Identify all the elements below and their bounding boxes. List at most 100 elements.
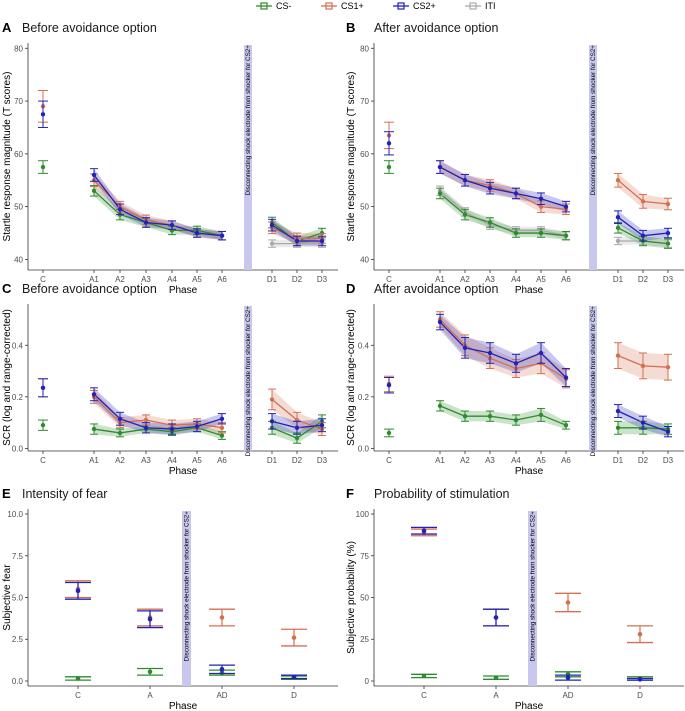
legend-item-cs1plus: CS1+ [321,1,364,11]
point-CS- [294,435,300,441]
point-CS2+ [637,677,643,682]
y-tick-label: 2.5 [12,635,24,644]
series-line-CS2+ [93,393,223,430]
x-tick-label: A6 [217,456,227,465]
x-axis-title: Phase [169,466,198,477]
gap-bar [244,45,252,270]
x-tick-label: D1 [267,456,278,465]
legend-label: CS- [276,1,292,11]
y-tick-label: 50 [360,594,369,603]
point-CS1+ [269,397,275,402]
x-tick-label: D3 [663,456,674,465]
point-CS- [538,230,544,236]
x-tick-label: C [40,275,46,284]
y-tick-label: 40 [14,255,23,264]
point-CS2+ [437,319,443,325]
x-tick-label: D [637,691,643,700]
x-axis-title: Phase [169,285,198,296]
y-tick-label: 0.2 [358,393,370,402]
x-tick-label: C [421,691,427,700]
ribbon-CS2+ [618,210,668,241]
x-tick-label: A4 [167,456,177,465]
panel-f: F Probability of stimulation 0 25 50 75 100 C A A… [346,486,684,711]
x-tick-label: A3 [141,275,151,284]
y-tick-label: 0.0 [358,444,370,453]
ribbon-CS2+ [94,387,222,435]
x-tick-label: D2 [638,275,649,284]
series-line-CS- [439,192,567,237]
panel-c: C Before avoidance option 0.0 0.2 0.4 C A1 A2 A3… [2,281,338,477]
gap-bar [244,306,252,451]
point-CS- [462,413,468,419]
y-tick-label: 70 [14,97,23,106]
point-CS2+ [513,191,519,196]
point-CS1+ [143,417,149,423]
x-tick-label: D2 [292,456,303,465]
point-CS2+ [615,215,621,220]
point-CS2+ [563,204,569,209]
point-CS- [91,426,97,432]
point-CS1+ [219,425,225,430]
point-CS2+ [319,423,325,428]
point-CS2+ [421,528,427,534]
point-CS2+ [117,416,123,421]
point-CS2+ [615,408,621,414]
point-CS2+ [319,238,325,244]
point-CS2+ [294,238,300,244]
x-tick-label: A1 [89,275,99,284]
x-tick-label: D1 [613,275,624,284]
x-axis-title: Phase [169,701,198,711]
point-CS- [665,241,671,246]
point-CS1+ [615,353,621,358]
y-tick-label: 80 [14,44,23,53]
point-CS1+ [637,631,643,637]
y-axis-title: Subjective fear [2,564,13,631]
ribbon-CS- [440,400,566,430]
y-tick-label: 75 [360,552,369,561]
point-CS- [319,230,325,236]
panel-e: E Intensity of fear 0.0 2.5 5.0 7.5 10.0 C A AD D P… [2,486,338,711]
y-tick-label: 5.0 [12,594,24,603]
y-tick-label: 50 [14,203,23,212]
point-CS2+ [91,172,97,178]
legend-symbol [469,2,477,10]
panel-label: F [346,486,354,501]
point-CS- [75,676,81,681]
legend-label: CS2+ [413,1,436,11]
point-CS1+ [538,204,544,209]
point-CS2+ [640,420,646,425]
series-line-CS2+ [93,174,223,237]
x-tick-label: A5 [192,456,202,465]
point-CS1+ [615,178,621,183]
y-axis-title: Subjective probability (%) [346,541,357,654]
gap-bar-label: Disconnecting shock electrode from shock… [245,306,252,457]
point-CS2+ [269,419,275,424]
point-CS- [563,233,569,238]
point-CS- [147,669,153,675]
y-tick-label: 40 [360,255,369,264]
gap-bar-label: Disconnecting shock electrode from shock… [245,45,252,196]
legend-label: ITI [485,1,496,11]
point-CS2+ [147,616,153,622]
series-line-CS2+ [439,166,567,208]
point-CS- [513,230,519,236]
point-CS2+ [640,233,646,238]
point-CS2+ [487,350,493,356]
y-axis-title: Startle response magnitude (T scores) [2,72,13,242]
y-tick-label: 0.2 [12,393,24,402]
legend-item-csminus: CS- [256,1,292,11]
ribbon-CS1+ [440,311,566,388]
x-tick-label: C [75,691,81,700]
gap-bar-label: Disconnecting shock electrode from shock… [590,306,597,457]
x-tick-label: A6 [561,456,571,465]
point-CS2+ [91,392,97,397]
point-CS1+ [640,199,646,204]
x-tick-label: D1 [267,275,278,284]
gap-bar [528,511,537,686]
legend-item-cs2plus: CS2+ [393,1,436,11]
ribbon-CS- [94,185,222,240]
point-CS2+ [386,141,392,146]
y-tick-label: 50 [360,203,369,212]
point-CS2+ [194,424,200,429]
point-CS2+ [40,385,46,391]
